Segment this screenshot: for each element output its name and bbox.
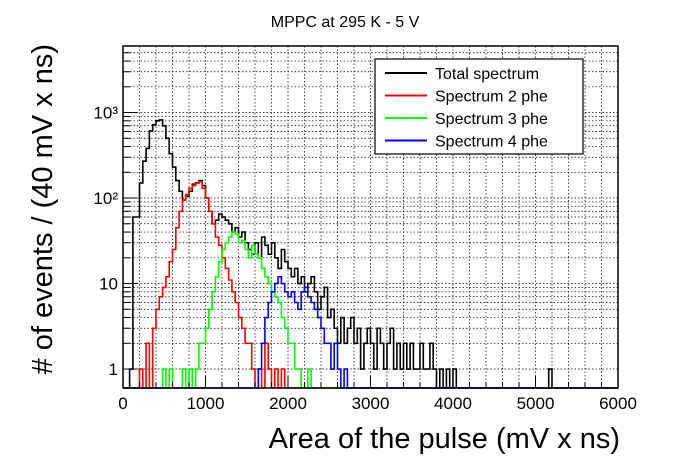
legend-label: Total spectrum bbox=[435, 66, 539, 83]
y-tick-label: 1 bbox=[109, 360, 118, 379]
chart-title: MPPC at 295 K - 5 V bbox=[271, 14, 420, 31]
legend-label: Spectrum 4 phe bbox=[435, 134, 548, 151]
legend-label: Spectrum 3 phe bbox=[435, 111, 548, 128]
x-tick-label: 3000 bbox=[352, 394, 390, 413]
y-tick-label: 10³ bbox=[93, 104, 118, 123]
x-axis-label: Area of the pulse (mV x ns) bbox=[269, 423, 620, 455]
x-tick-label: 5000 bbox=[517, 394, 555, 413]
x-tick-label: 4000 bbox=[434, 394, 472, 413]
x-tick-label: 0 bbox=[118, 394, 127, 413]
legend-label: Spectrum 2 phe bbox=[435, 89, 548, 106]
legend: Total spectrum Spectrum 2 phe Spectrum 3 p… bbox=[374, 58, 584, 155]
legend-entries: Total spectrum Spectrum 2 phe Spectrum 3 p… bbox=[385, 66, 548, 151]
tick-labels: 0 1000 2000 3000 4000 5000 6000 1 10 10² 10³ bbox=[93, 104, 636, 413]
x-tick-label: 1000 bbox=[187, 394, 225, 413]
axis-ticks bbox=[122, 52, 619, 388]
y-tick-label: 10 bbox=[99, 275, 118, 294]
x-tick-label: 2000 bbox=[269, 394, 307, 413]
x-tick-label: 6000 bbox=[599, 394, 637, 413]
y-axis-label: # of events / (40 mV x ns) bbox=[27, 44, 59, 374]
legend-box bbox=[374, 58, 584, 155]
y-tick-label: 10² bbox=[93, 189, 118, 208]
